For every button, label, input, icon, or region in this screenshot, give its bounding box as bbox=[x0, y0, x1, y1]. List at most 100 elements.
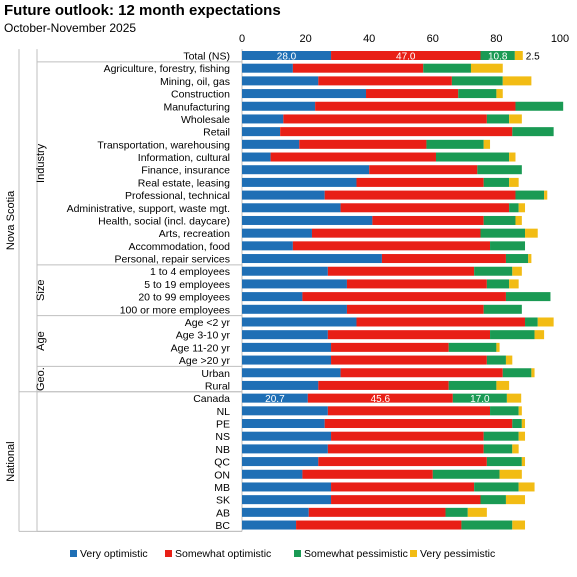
bar-segment bbox=[515, 101, 564, 111]
bar-segment bbox=[242, 279, 347, 289]
bar-segment bbox=[318, 380, 449, 390]
bar-segment bbox=[242, 89, 367, 99]
bar-segment bbox=[477, 165, 522, 175]
category-label: Arts, recreation bbox=[159, 228, 230, 240]
bar-segment bbox=[505, 355, 513, 365]
bar-segment bbox=[283, 114, 487, 124]
bar-segment bbox=[515, 215, 522, 225]
bar-segment bbox=[327, 330, 491, 340]
bar-segment bbox=[242, 355, 332, 365]
bar-segment bbox=[531, 368, 535, 378]
bar-segment bbox=[242, 368, 341, 378]
category-label: 5 to 19 employees bbox=[144, 279, 230, 291]
bar-segment bbox=[486, 279, 510, 289]
labels-layer: 28.0 47.0 10.8 2.5 20.7 45.6 17.0 bbox=[265, 52, 540, 406]
bar-segment bbox=[423, 63, 471, 73]
bar-segment bbox=[327, 406, 491, 416]
group-label: Size bbox=[35, 280, 47, 301]
bar-segment bbox=[432, 469, 500, 479]
category-label: Personal, repair services bbox=[114, 254, 230, 266]
legend: Very optimistic Somewhat optimistic Somewh… bbox=[70, 548, 495, 560]
bar-segment bbox=[505, 495, 526, 505]
bar-segment bbox=[242, 76, 319, 86]
legend-swatch bbox=[165, 550, 172, 557]
category-label: Age <2 yr bbox=[185, 317, 231, 329]
bar-segment bbox=[486, 114, 510, 124]
bar-segment bbox=[518, 203, 526, 213]
bar-segment bbox=[242, 444, 328, 454]
bar-segment bbox=[242, 317, 357, 327]
category-label: PE bbox=[216, 419, 230, 431]
axis-layer: 0 20 40 60 80 100 Total (NS)Agriculture, fores… bbox=[67, 33, 570, 532]
bar-segment bbox=[346, 304, 484, 314]
bar-segment bbox=[486, 355, 506, 365]
category-label: Finance, insurance bbox=[141, 165, 230, 177]
category-label: QC bbox=[214, 457, 230, 469]
category-label: 100 or more employees bbox=[120, 304, 230, 316]
category-label: Agriculture, forestry, fishing bbox=[104, 63, 231, 75]
category-label: Retail bbox=[203, 127, 230, 139]
x-tick-label: 0 bbox=[239, 33, 245, 45]
bars-layer bbox=[242, 51, 564, 530]
bar-segment bbox=[242, 457, 319, 467]
legend-swatch bbox=[410, 550, 417, 557]
bar-segment bbox=[242, 165, 370, 175]
bar-segment bbox=[292, 241, 491, 251]
category-label: NL bbox=[217, 406, 231, 418]
category-label: Construction bbox=[171, 89, 230, 101]
bar-segment bbox=[448, 380, 497, 390]
bar-segment bbox=[292, 63, 424, 73]
bar-segment bbox=[280, 127, 513, 137]
bar-segment bbox=[490, 406, 519, 416]
bar-segment bbox=[470, 63, 503, 73]
bar-segment bbox=[483, 431, 519, 441]
bar-segment bbox=[242, 304, 347, 314]
bar-segment bbox=[534, 330, 545, 340]
bar-segment bbox=[242, 127, 281, 137]
bar-segment bbox=[318, 457, 487, 467]
bar-segment bbox=[544, 190, 548, 200]
x-tick-label: 60 bbox=[427, 33, 439, 45]
category-label: Age >20 yr bbox=[179, 355, 231, 367]
bar-segment bbox=[242, 254, 382, 264]
bar-segment bbox=[366, 89, 459, 99]
bar-segment bbox=[307, 393, 453, 403]
bar-segment bbox=[461, 520, 513, 530]
bar-segment bbox=[340, 203, 510, 213]
bar-segment bbox=[327, 444, 484, 454]
bar-segment bbox=[505, 292, 551, 302]
group-layer: Industry Size Age Geo. Nova Scotia National bbox=[5, 49, 242, 532]
category-label: ON bbox=[214, 469, 230, 481]
bar-segment bbox=[496, 380, 510, 390]
bar-segment bbox=[242, 51, 332, 60]
legend-swatch bbox=[294, 550, 301, 557]
group-label: Geo. bbox=[35, 367, 47, 391]
category-label: SK bbox=[216, 495, 230, 507]
category-label: Manufacturing bbox=[163, 101, 230, 113]
bar-segment bbox=[458, 89, 497, 99]
bar-segment bbox=[502, 368, 532, 378]
category-label: Canada bbox=[193, 393, 230, 405]
bar-segment bbox=[452, 393, 507, 403]
bar-segment bbox=[340, 368, 503, 378]
bar-segment bbox=[242, 292, 303, 302]
bar-segment bbox=[242, 241, 293, 251]
bar-segment bbox=[242, 419, 325, 429]
group-label: Nova Scotia bbox=[5, 190, 17, 250]
bar-segment bbox=[242, 507, 309, 517]
bar-segment bbox=[242, 114, 284, 124]
bar-segment bbox=[242, 139, 300, 149]
category-label: Professional, technical bbox=[125, 190, 230, 202]
bar-segment bbox=[324, 419, 513, 429]
bar-segment bbox=[480, 228, 526, 238]
category-label: Age 3-10 yr bbox=[176, 330, 231, 342]
legend-swatch bbox=[70, 550, 77, 557]
bar-segment bbox=[331, 482, 475, 492]
bar-segment bbox=[299, 139, 427, 149]
category-label: Age 11-20 yr bbox=[171, 342, 231, 354]
bar-segment bbox=[528, 254, 532, 264]
category-label: Mining, oil, gas bbox=[160, 76, 230, 88]
category-label: MB bbox=[214, 482, 230, 494]
bar-segment bbox=[331, 355, 487, 365]
chart-subtitle: October-November 2025 bbox=[4, 21, 137, 35]
